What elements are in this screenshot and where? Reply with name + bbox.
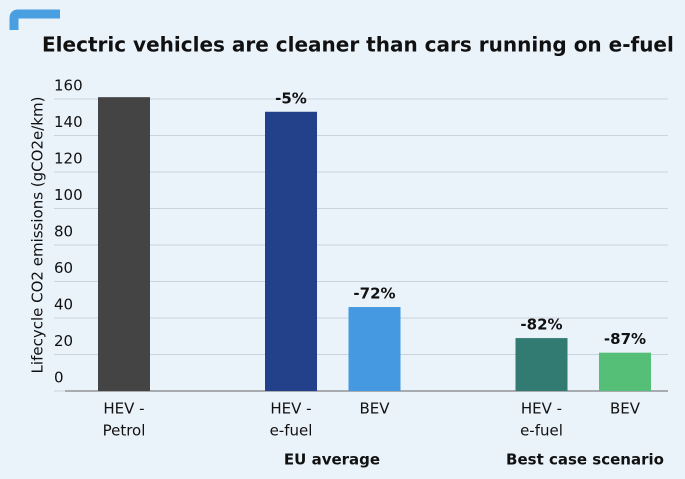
y-tick-label: 120 — [54, 150, 83, 168]
bar — [98, 97, 150, 392]
x-tick-label: HEV - — [103, 400, 144, 418]
change-label: -72% — [353, 285, 395, 303]
bar — [599, 352, 651, 391]
x-tick-label: HEV - — [521, 400, 562, 418]
y-axis-label: Lifecycle CO2 emissions (gCO2e/km) — [29, 97, 47, 374]
x-tick-label: BEV — [610, 400, 641, 418]
bar — [348, 307, 401, 391]
change-label: -5% — [275, 89, 307, 107]
y-tick-label: 160 — [54, 77, 83, 95]
y-tick-label: 140 — [54, 113, 83, 131]
change-label: -87% — [604, 330, 646, 348]
x-tick-label: BEV — [359, 400, 390, 418]
y-tick-label: 80 — [54, 223, 73, 241]
change-label: -82% — [520, 316, 562, 334]
y-tick-label: 100 — [54, 186, 83, 204]
y-tick-label: 20 — [54, 332, 73, 350]
title-bracket — [9, 9, 60, 30]
x-tick-label: e-fuel — [270, 422, 313, 440]
chart-title: Electric vehicles are cleaner than cars … — [42, 33, 674, 57]
x-tick-label: e-fuel — [520, 422, 563, 440]
bar — [515, 338, 568, 391]
x-tick-label: HEV - — [270, 400, 311, 418]
group-label: Best case scenario — [506, 451, 664, 469]
x-tick-label: Petrol — [103, 422, 146, 440]
y-tick-label: 60 — [54, 259, 73, 277]
y-tick-label: 40 — [54, 296, 73, 314]
group-label: EU average — [284, 451, 380, 469]
bar — [265, 111, 317, 392]
y-tick-label: 0 — [54, 369, 64, 387]
